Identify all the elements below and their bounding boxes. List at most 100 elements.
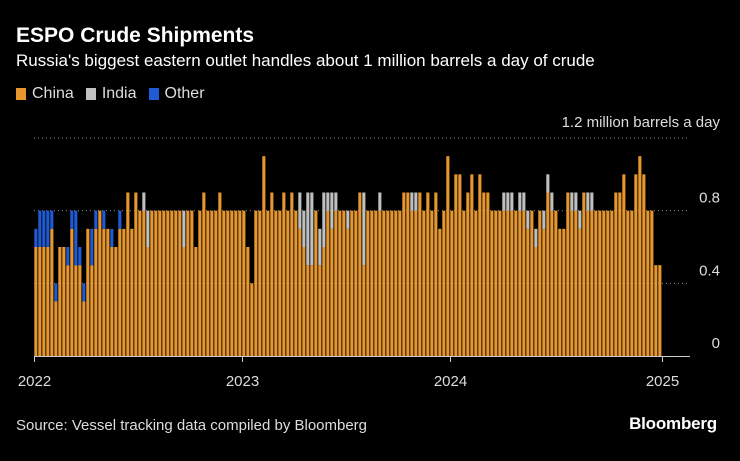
bar-china-11 [78, 265, 82, 356]
bar-china-5 [54, 301, 58, 356]
bar-china-41 [198, 210, 202, 356]
bar-china-87 [382, 210, 386, 356]
bar-china-13 [86, 228, 90, 356]
bar-china-122 [522, 210, 526, 356]
bar-china-104 [450, 210, 454, 356]
bar-china-89 [390, 210, 394, 356]
legend: China India Other [16, 85, 217, 103]
bar-china-119 [510, 210, 514, 356]
x-tick-label-3: 2025 [646, 373, 679, 390]
bar-china-139 [590, 210, 594, 356]
bar-india-67 [302, 210, 306, 247]
bar-china-132 [562, 228, 566, 356]
bar-india-27 [142, 192, 146, 211]
bar-china-138 [586, 210, 590, 356]
bar-china-135 [574, 210, 578, 356]
bar-other-4 [50, 210, 54, 229]
bar-china-62 [282, 192, 286, 356]
bar-india-125 [534, 228, 538, 247]
max-annotation: 1.2 million barrels a day [562, 114, 721, 131]
bar-china-131 [558, 228, 562, 356]
bar-india-122 [522, 192, 526, 211]
bar-china-124 [530, 210, 534, 356]
bar-china-96 [418, 192, 422, 356]
bar-china-7 [62, 247, 66, 356]
bar-china-126 [538, 210, 542, 356]
bar-china-57 [262, 156, 266, 356]
bar-china-129 [550, 210, 554, 356]
bar-india-86 [378, 192, 382, 211]
bar-other-12 [82, 283, 86, 302]
x-tick-label-2: 2024 [434, 373, 467, 390]
chart-title: ESPO Crude Shipments [16, 24, 255, 47]
bar-china-151 [638, 156, 642, 356]
bar-india-66 [298, 192, 302, 229]
bar-china-78 [346, 228, 350, 356]
bar-china-106 [458, 174, 462, 356]
bar-china-36 [178, 210, 182, 356]
bar-china-144 [610, 210, 614, 356]
bar-china-76 [338, 210, 342, 356]
bar-china-61 [278, 210, 282, 356]
bar-china-24 [130, 228, 134, 356]
bar-china-108 [466, 192, 470, 356]
bar-china-146 [618, 192, 622, 356]
bar-china-1 [38, 247, 42, 356]
bar-china-98 [426, 192, 430, 356]
legend-label-india: India [101, 85, 137, 102]
bar-china-29 [150, 210, 154, 356]
bar-china-27 [142, 210, 146, 356]
bar-china-110 [474, 210, 478, 356]
bar-china-68 [306, 265, 310, 356]
bar-china-22 [122, 228, 126, 356]
bar-china-79 [350, 210, 354, 356]
bar-china-77 [342, 210, 346, 356]
bar-china-73 [326, 210, 330, 356]
bar-china-9 [70, 228, 74, 356]
bar-china-34 [170, 210, 174, 356]
bar-china-54 [250, 283, 254, 356]
bar-china-67 [302, 247, 306, 356]
bar-china-42 [202, 192, 206, 356]
bar-india-69 [310, 192, 314, 266]
bar-china-82 [362, 265, 366, 356]
bar-china-70 [314, 210, 318, 356]
bar-china-83 [366, 210, 370, 356]
bar-china-14 [90, 265, 94, 356]
bar-india-129 [550, 192, 554, 211]
bar-other-5 [54, 283, 58, 302]
bar-china-101 [438, 228, 442, 356]
bar-china-10 [74, 265, 78, 356]
bar-china-58 [266, 210, 270, 356]
bar-india-127 [542, 210, 546, 229]
bar-china-47 [222, 210, 226, 356]
bar-china-72 [322, 247, 326, 356]
bar-other-8 [66, 247, 70, 266]
bar-china-75 [334, 210, 338, 356]
bar-china-118 [506, 210, 510, 356]
bar-india-119 [510, 192, 514, 211]
bar-other-14 [90, 228, 94, 266]
bar-china-56 [258, 210, 262, 356]
bar-china-143 [606, 210, 610, 356]
bar-china-105 [454, 174, 458, 356]
bar-india-135 [574, 192, 578, 211]
bar-china-80 [354, 210, 358, 356]
bar-china-28 [146, 247, 150, 356]
y-tick-label-0: 0 [712, 335, 720, 352]
bar-china-85 [374, 210, 378, 356]
bar-india-123 [526, 210, 530, 229]
bar-india-95 [414, 192, 418, 211]
bar-other-9 [70, 210, 74, 229]
bar-china-116 [498, 210, 502, 356]
bar-china-115 [494, 210, 498, 356]
bar-china-117 [502, 210, 506, 356]
bar-china-15 [94, 228, 98, 356]
y-tick-label-2: 0.8 [699, 190, 720, 207]
bar-india-139 [590, 192, 594, 211]
bar-china-97 [422, 210, 426, 356]
bar-china-60 [274, 210, 278, 356]
bar-china-48 [226, 210, 230, 356]
legend-swatch-india [85, 88, 96, 100]
bar-china-81 [358, 192, 362, 356]
